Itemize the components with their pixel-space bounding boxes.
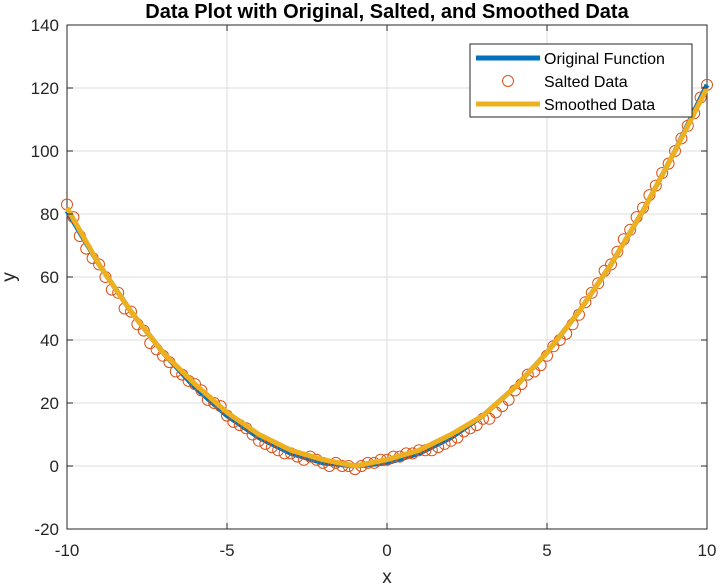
salted-data-point: [189, 378, 201, 391]
y-tick-label: 100: [31, 142, 59, 161]
salted-data-point: [605, 258, 617, 271]
axis-ticks: -10 -5 0 5 10 -20 0 20 40 60 80 100 120 140: [31, 16, 717, 560]
y-tick-label: -20: [34, 520, 59, 539]
salted-data-point: [483, 412, 496, 425]
y-tick-label: 120: [31, 79, 59, 98]
salted-data-point: [579, 296, 592, 309]
legend-label: Original Function: [544, 51, 665, 68]
salted-data-point: [125, 305, 137, 318]
legend-label: Smoothed Data: [544, 97, 655, 114]
y-tick-label: 40: [40, 331, 59, 350]
legend-marker-salted: [502, 75, 514, 87]
y-tick-label: 80: [40, 205, 59, 224]
series-smoothed-data-line: [64, 86, 710, 469]
x-tick-label: -10: [55, 541, 80, 560]
salted-data-point: [112, 286, 125, 299]
y-tick-label: 60: [40, 268, 59, 287]
y-tick-label: 20: [40, 394, 59, 413]
salted-data-point: [195, 384, 208, 397]
chart-title: Data Plot with Original, Salted, and Smo…: [145, 1, 629, 23]
legend-label: Salted Data: [544, 74, 628, 91]
x-tick-label: -5: [219, 541, 234, 560]
series-layer: [61, 78, 713, 476]
x-tick-label: 5: [542, 541, 551, 560]
y-tick-label: 140: [31, 16, 59, 35]
x-tick-label: 0: [382, 541, 391, 560]
x-axis-label: x: [382, 567, 392, 586]
salted-data-point: [93, 258, 105, 271]
x-tick-label: 10: [698, 541, 717, 560]
salted-data-point: [214, 400, 227, 413]
y-tick-label: 0: [50, 457, 59, 476]
salted-data-point: [585, 286, 598, 299]
salted-data-point: [592, 277, 605, 290]
salted-data-point: [521, 368, 534, 381]
legend: Original Function Salted Data Smoothed Dat…: [469, 43, 693, 118]
y-axis-label: y: [0, 272, 20, 282]
